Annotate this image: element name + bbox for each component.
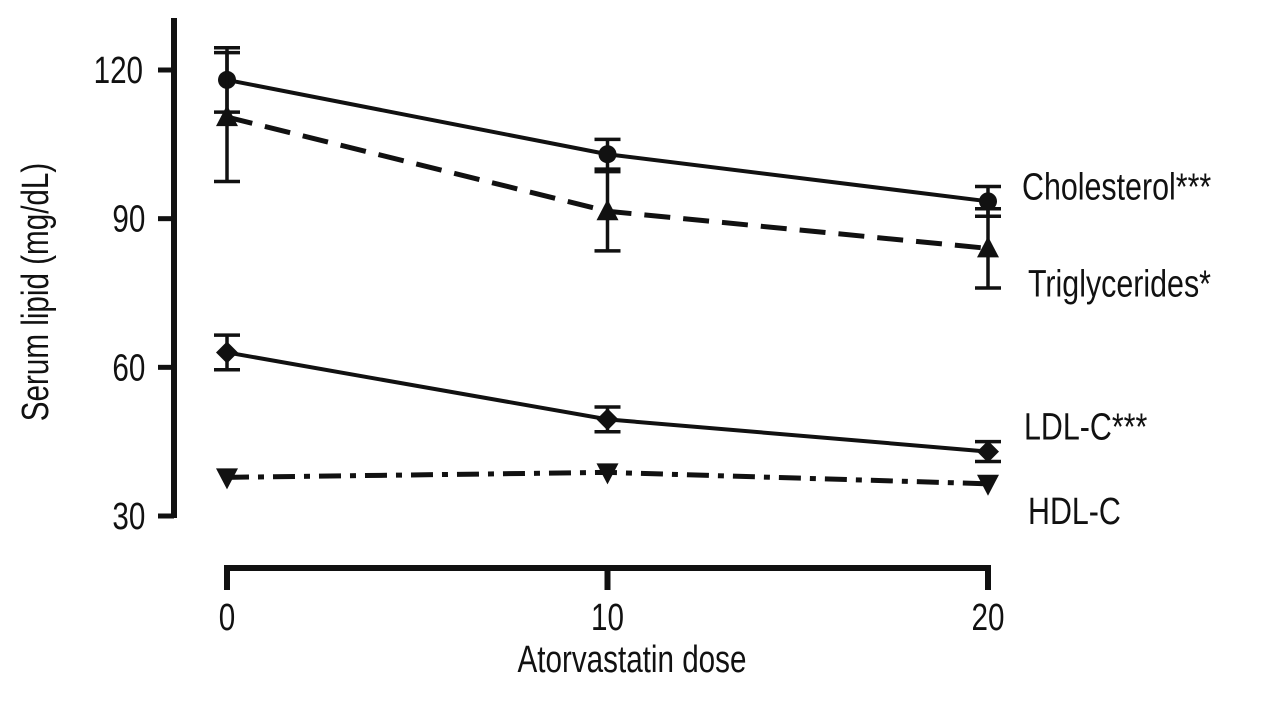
x-axis-title: Atorvastatin dose xyxy=(518,639,747,681)
data-point xyxy=(598,145,617,164)
y-tick-label: 30 xyxy=(112,496,145,538)
data-point xyxy=(596,463,619,485)
x-tick-label: 20 xyxy=(972,597,1005,639)
x-tick-label: 0 xyxy=(219,597,235,639)
data-point xyxy=(216,105,238,127)
data-point xyxy=(977,236,999,258)
axes: 30 60 90 120 0 10 20 xyxy=(94,18,1005,639)
series-1 xyxy=(214,50,1001,290)
data-point xyxy=(596,408,619,431)
series-label: HDL-C xyxy=(1028,491,1121,533)
data-point xyxy=(216,468,238,490)
series-label: Triglycerides* xyxy=(1028,263,1211,305)
labels: Cholesterol*** Triglycerides* LDL-C*** HDL-… xyxy=(1022,166,1211,532)
series-2 xyxy=(214,333,1001,464)
y-tick-label: 60 xyxy=(112,347,145,389)
series-3 xyxy=(216,463,999,496)
data-point xyxy=(979,192,997,211)
series-line xyxy=(226,350,989,454)
data-point xyxy=(977,440,999,463)
y-tick-label: 90 xyxy=(112,198,145,240)
plot-area xyxy=(214,45,1001,496)
y-tick-label: 120 xyxy=(94,50,143,92)
data-point xyxy=(596,199,619,221)
series-label: Cholesterol*** xyxy=(1022,166,1211,208)
data-point xyxy=(977,474,999,496)
series-label: LDL-C*** xyxy=(1024,406,1147,448)
y-axis-title: Serum lipid (mg/dL) xyxy=(15,163,57,422)
data-point xyxy=(216,341,238,364)
x-tick-label: 10 xyxy=(591,597,624,639)
